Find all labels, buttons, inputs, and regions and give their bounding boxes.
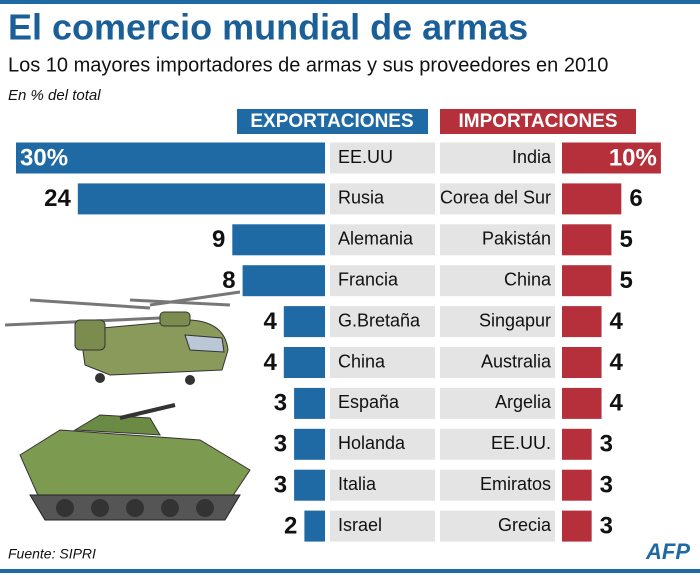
helicopter-illustration <box>4 290 241 385</box>
category-label: Grecia <box>498 515 552 535</box>
category-label: China <box>338 351 386 371</box>
value-label: 9 <box>212 226 225 253</box>
category-box <box>330 428 435 460</box>
value-label: 6 <box>629 185 642 212</box>
value-label: 3 <box>274 472 287 499</box>
category-label: Australia <box>481 351 552 371</box>
value-label: 3 <box>274 390 287 417</box>
value-label: 10% <box>609 144 657 171</box>
bottom-border <box>0 569 700 573</box>
category-box <box>440 428 555 460</box>
bar <box>562 428 592 460</box>
category-label: Argelia <box>495 392 552 412</box>
source: Fuente: SIPRI <box>8 546 96 562</box>
bar <box>562 510 592 542</box>
category-box <box>330 387 435 419</box>
value-label: 2 <box>284 512 297 539</box>
value-label: 5 <box>619 226 632 253</box>
category-box <box>440 306 555 338</box>
category-box <box>330 306 435 338</box>
title: El comercio mundial de armas <box>8 7 528 48</box>
category-label: EE.UU <box>338 147 393 167</box>
category-label: Israel <box>338 515 382 535</box>
import-header: IMPORTACIONES <box>458 111 617 132</box>
value-label: 3 <box>600 512 613 539</box>
value-label: 8 <box>222 267 235 294</box>
value-label: 3 <box>600 472 613 499</box>
bar <box>304 510 325 542</box>
credit-logo: AFP <box>645 539 690 564</box>
bar <box>562 142 661 174</box>
category-box <box>330 224 435 256</box>
value-label: 3 <box>600 431 613 458</box>
bar <box>283 347 325 378</box>
category-label: Alemania <box>338 229 414 249</box>
unit-note: En % del total <box>8 87 101 104</box>
category-label: China <box>504 269 552 289</box>
category-label: Holanda <box>338 433 406 453</box>
category-label: Corea del Sur <box>440 188 551 208</box>
category-label: España <box>338 392 400 412</box>
category-box <box>440 265 555 297</box>
top-border <box>0 0 700 4</box>
value-label: 4 <box>610 390 624 417</box>
category-label: India <box>512 147 552 167</box>
value-label: 4 <box>610 349 624 376</box>
bar <box>562 306 602 338</box>
category-label: Singapur <box>479 310 551 330</box>
tank-illustration <box>19 403 251 521</box>
subtitle: Los 10 mayores importadores de armas y s… <box>8 54 608 76</box>
value-label: 4 <box>610 308 624 335</box>
category-box <box>330 510 435 542</box>
bar <box>77 183 325 215</box>
import-header-bg <box>440 109 636 134</box>
bar <box>562 387 602 419</box>
category-box <box>440 469 555 501</box>
category-box <box>440 183 555 215</box>
export-header-bg <box>237 109 428 134</box>
category-box <box>330 265 435 297</box>
category-box <box>440 347 555 378</box>
value-label: 24 <box>44 185 71 212</box>
bar <box>562 224 612 256</box>
bar <box>16 142 325 174</box>
category-label: G.Bretaña <box>338 310 421 330</box>
category-label: Emiratos <box>480 474 551 494</box>
category-label: EE.UU. <box>491 433 551 453</box>
bar <box>562 469 592 501</box>
value-label: 3 <box>274 431 287 458</box>
bar <box>562 347 602 378</box>
category-label: Pakistán <box>482 229 551 249</box>
bar <box>294 428 325 460</box>
bar <box>232 224 325 256</box>
bar <box>562 265 612 297</box>
category-box <box>330 469 435 501</box>
category-label: Rusia <box>338 188 385 208</box>
category-box <box>440 142 555 174</box>
value-label: 30% <box>20 144 68 171</box>
category-label: Italia <box>338 474 377 494</box>
value-label: 4 <box>263 349 277 376</box>
category-box <box>440 387 555 419</box>
bar <box>294 469 325 501</box>
value-label: 4 <box>263 308 277 335</box>
bar <box>294 387 325 419</box>
category-box <box>330 347 435 378</box>
category-box <box>330 142 435 174</box>
bar <box>562 183 622 215</box>
category-label: Francia <box>338 269 399 289</box>
bar <box>242 265 325 297</box>
value-label: 5 <box>619 267 632 294</box>
category-box <box>440 224 555 256</box>
bar <box>283 306 325 338</box>
export-header: EXPORTACIONES <box>250 111 413 132</box>
category-box <box>330 183 435 215</box>
category-box <box>440 510 555 542</box>
